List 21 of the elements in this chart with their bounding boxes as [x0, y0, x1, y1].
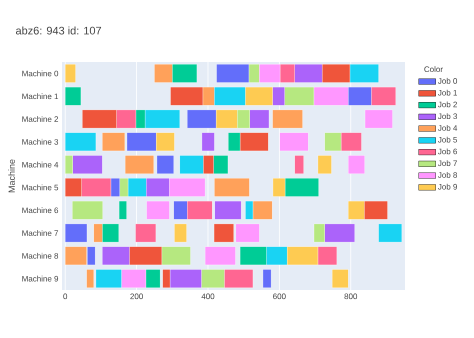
bar: [156, 155, 174, 174]
bar: [332, 269, 348, 288]
bar: [272, 110, 303, 128]
bar: [72, 200, 103, 220]
bar: [125, 155, 154, 174]
bar: [262, 269, 272, 288]
bar: [214, 178, 250, 197]
bar: [364, 110, 393, 128]
bar: [146, 200, 170, 220]
chart-title: abz6: 943 id: 107: [16, 26, 102, 35]
bar: [118, 200, 127, 220]
bar: [202, 132, 215, 152]
bar: [378, 224, 402, 242]
bar: [294, 155, 304, 174]
bar: [318, 155, 332, 174]
bar: [204, 246, 236, 266]
y-axis-title: Machine: [8, 159, 15, 192]
bar: [174, 224, 187, 242]
bar: [280, 132, 308, 152]
bar: [135, 224, 156, 242]
bar: [214, 200, 242, 220]
